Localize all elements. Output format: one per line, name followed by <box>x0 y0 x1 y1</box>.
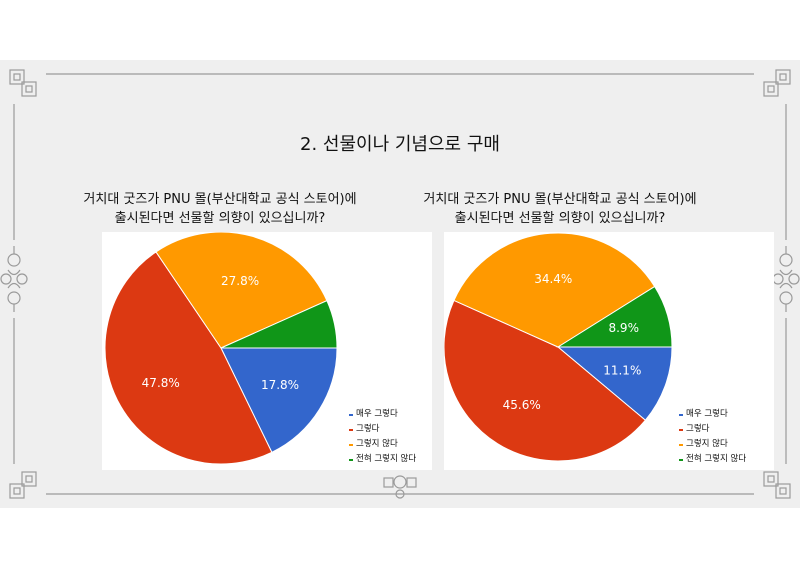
data-label-slice-agree: 47.8% <box>142 376 180 390</box>
legend-swatch <box>349 428 353 431</box>
knot-ornament-bottom <box>383 475 417 499</box>
slice-disagree <box>155 232 328 349</box>
legend-item-agree: 그렇다 <box>349 422 416 437</box>
legend-swatch <box>349 413 353 416</box>
legend-swatch <box>679 458 683 461</box>
legend-item-disagree: 그렇지 않다 <box>679 437 746 452</box>
legend-swatch <box>349 443 353 446</box>
slice-agree <box>444 299 647 462</box>
chart-1-title-line-2: 출시된다면 선물할 의향이 있으십니까? <box>114 211 326 226</box>
legend-label: 전혀 그렇지 않다 <box>356 454 417 464</box>
corner-ornament-bottom-right <box>763 471 791 499</box>
legend-item-very-agree: 매우 그렇다 <box>349 407 416 422</box>
legend-label: 매우 그렇다 <box>356 409 398 419</box>
legend-label: 매우 그렇다 <box>686 409 728 419</box>
corner-ornament-top-left <box>9 69 37 97</box>
slice-strongly-disagree <box>220 299 338 349</box>
data-label-slice-very-agree: 17.8% <box>261 378 299 392</box>
chart-1-title-line-1: 거치대 굿즈가 PNU 몰(부산대학교 공식 스토어)에 <box>83 192 357 207</box>
corner-ornament-top-right <box>763 69 791 97</box>
slice-disagree <box>453 232 656 348</box>
data-label-slice-agree: 45.6% <box>503 398 541 412</box>
legend-label: 전혀 그렇지 않다 <box>686 454 747 464</box>
chart-1-pie: 17.8% 47.8% 27.8% <box>104 232 338 465</box>
legend-swatch <box>349 458 353 461</box>
data-label-slice-disagree: 27.8% <box>221 274 259 288</box>
chart-2-title: 거치대 굿즈가 PNU 몰(부산대학교 공식 스토어)에 출시된다면 선물할 의… <box>380 190 740 228</box>
slide-title: 2. 선물이나 기념으로 구매 <box>300 134 500 155</box>
ornamental-frame <box>0 69 800 499</box>
slice-agree <box>104 251 273 465</box>
chart-2-pie: 11.1% 45.6% 34.4% 8.9% <box>444 232 673 462</box>
legend-swatch <box>679 443 683 446</box>
data-label-slice-very-agree: 11.1% <box>603 363 641 377</box>
legend-item-disagree: 그렇지 않다 <box>349 437 416 452</box>
chart-2-panel: 11.1% 45.6% 34.4% 8.9% 매우 그렇다 그렇다 그렇지 않다 전혀… <box>444 232 774 470</box>
data-label-slice-disagree: 34.4% <box>534 272 572 286</box>
legend-item-strongly-disagree: 전혀 그렇지 않다 <box>349 452 416 467</box>
corner-ornament-bottom-left <box>9 471 37 499</box>
legend-item-agree: 그렇다 <box>679 422 746 437</box>
chart-1-legend: 매우 그렇다 그렇다 그렇지 않다 전혀 그렇지 않다 <box>349 407 416 467</box>
chart-1-panel: 17.8% 47.8% 27.8% 매우 그렇다 그렇다 그렇지 않다 전혀 그렇지… <box>102 232 432 470</box>
legend-label: 그렇지 않다 <box>356 439 398 449</box>
chart-2-legend: 매우 그렇다 그렇다 그렇지 않다 전혀 그렇지 않다 <box>679 407 746 467</box>
knot-ornament-right <box>772 246 800 312</box>
legend-label: 그렇다 <box>686 424 710 434</box>
chart-2-title-line-2: 출시된다면 선물할 의향이 있으십니까? <box>454 211 666 226</box>
knot-ornament-left <box>0 246 28 312</box>
chart-1-title: 거치대 굿즈가 PNU 몰(부산대학교 공식 스토어)에 출시된다면 선물할 의… <box>40 190 400 228</box>
legend-label: 그렇다 <box>356 424 380 434</box>
chart-2-title-line-1: 거치대 굿즈가 PNU 몰(부산대학교 공식 스토어)에 <box>423 192 697 207</box>
legend-item-strongly-disagree: 전혀 그렇지 않다 <box>679 452 746 467</box>
slice-very-agree <box>556 346 673 421</box>
legend-label: 그렇지 않다 <box>686 439 728 449</box>
legend-swatch <box>679 413 683 416</box>
slice-strongly-disagree <box>556 285 673 348</box>
legend-swatch <box>679 428 683 431</box>
data-label-slice-strongly-disagree: 8.9% <box>608 321 639 335</box>
legend-item-very-agree: 매우 그렇다 <box>679 407 746 422</box>
slice-very-agree <box>220 347 338 453</box>
